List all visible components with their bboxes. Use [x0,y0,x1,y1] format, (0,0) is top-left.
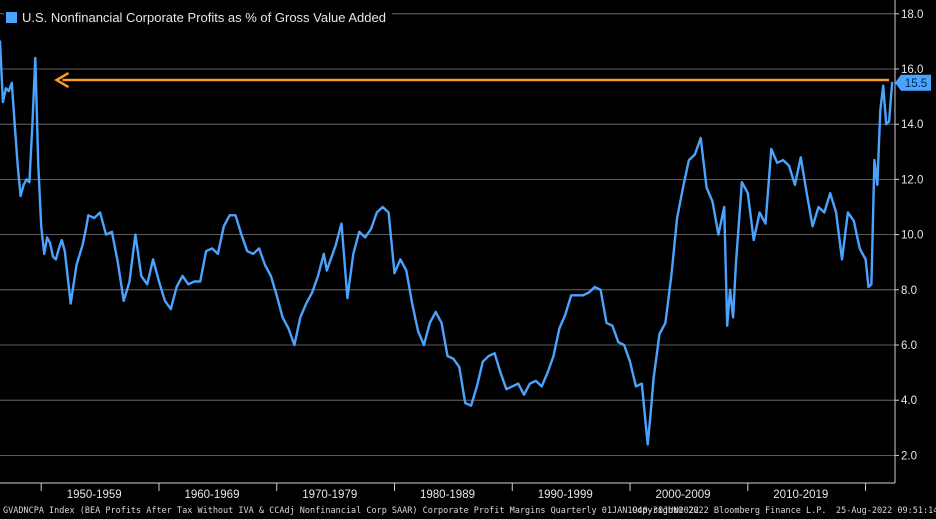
x-tick-label: 1980-1989 [420,489,475,501]
x-tick-label: 1990-1999 [538,489,593,501]
legend-label: U.S. Nonfinancial Corporate Profits as %… [22,9,386,25]
x-tick-label: 1950-1959 [67,489,122,501]
y-tick-label: 2.0 [901,450,917,462]
footer: GVADNCPA Index (BEA Profits After Tax Wi… [0,503,936,519]
footer-timestamp: 25-Aug-2022 09:51:14 [836,506,936,516]
footer-source: GVADNCPA Index (BEA Profits After Tax Wi… [3,506,699,516]
y-tick-label: 12.0 [901,174,923,186]
annotation-layer: 15.5 [54,71,931,91]
x-tick-label: 1970-1979 [302,489,357,501]
legend-swatch [6,11,17,23]
series-line [0,40,894,446]
grid-lines [0,13,895,456]
y-tick-label: 6.0 [901,340,917,352]
y-tick-label: 10.0 [901,230,923,242]
x-tick-label: 2000-2009 [656,489,711,501]
y-tick-label: 4.0 [901,395,917,407]
arrow-head [54,71,70,89]
y-tick-label: 16.0 [901,64,923,76]
last-value-badge [895,74,931,91]
y-tick-label: 8.0 [901,285,917,297]
footer-copyright: Copyright® 2022 Bloomberg Finance L.P. [632,506,827,516]
x-tick-label: 1960-1969 [184,489,239,501]
axes: 2.0 4.0 6.0 8.0 10.0 12.0 14.0 16.0 18.0 1950-195… [0,0,923,501]
series-layer [0,40,894,446]
x-tick-label: 2010-2019 [773,489,828,501]
legend: U.S. Nonfinancial Corporate Profits as %… [4,6,392,28]
last-value-label: 15.5 [905,78,927,90]
y-tick-label: 14.0 [901,119,923,131]
y-tick-label: 18.0 [901,9,923,21]
